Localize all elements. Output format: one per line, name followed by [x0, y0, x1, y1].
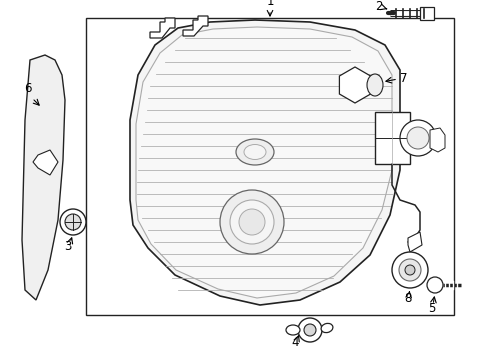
Bar	[420, 7, 434, 20]
Ellipse shape	[286, 325, 300, 335]
Circle shape	[400, 120, 436, 156]
Text: 6: 6	[24, 81, 32, 94]
Circle shape	[392, 252, 428, 288]
Circle shape	[239, 209, 265, 235]
Circle shape	[298, 318, 322, 342]
Polygon shape	[22, 55, 65, 300]
Text: 7: 7	[400, 72, 408, 85]
Circle shape	[65, 214, 81, 230]
Text: 2: 2	[375, 0, 383, 13]
Polygon shape	[430, 128, 445, 152]
Circle shape	[407, 127, 429, 149]
Circle shape	[230, 200, 274, 244]
Text: 1: 1	[266, 0, 274, 8]
Polygon shape	[183, 16, 208, 36]
Polygon shape	[150, 18, 175, 38]
Polygon shape	[33, 150, 58, 175]
Circle shape	[304, 324, 316, 336]
Polygon shape	[130, 20, 400, 305]
Text: 8: 8	[404, 292, 412, 305]
Ellipse shape	[236, 139, 274, 165]
Text: 5: 5	[428, 302, 436, 315]
Circle shape	[399, 259, 421, 281]
Ellipse shape	[321, 323, 333, 333]
Bar	[375, 112, 410, 164]
Text: 3: 3	[64, 239, 72, 252]
Circle shape	[220, 190, 284, 254]
Polygon shape	[340, 67, 370, 103]
Text: 4: 4	[291, 336, 299, 348]
Ellipse shape	[367, 74, 383, 96]
Bar	[86, 18, 454, 315]
Circle shape	[427, 277, 443, 293]
Polygon shape	[408, 232, 422, 252]
Circle shape	[405, 265, 415, 275]
Polygon shape	[136, 27, 392, 298]
Ellipse shape	[244, 144, 266, 159]
Circle shape	[60, 209, 86, 235]
